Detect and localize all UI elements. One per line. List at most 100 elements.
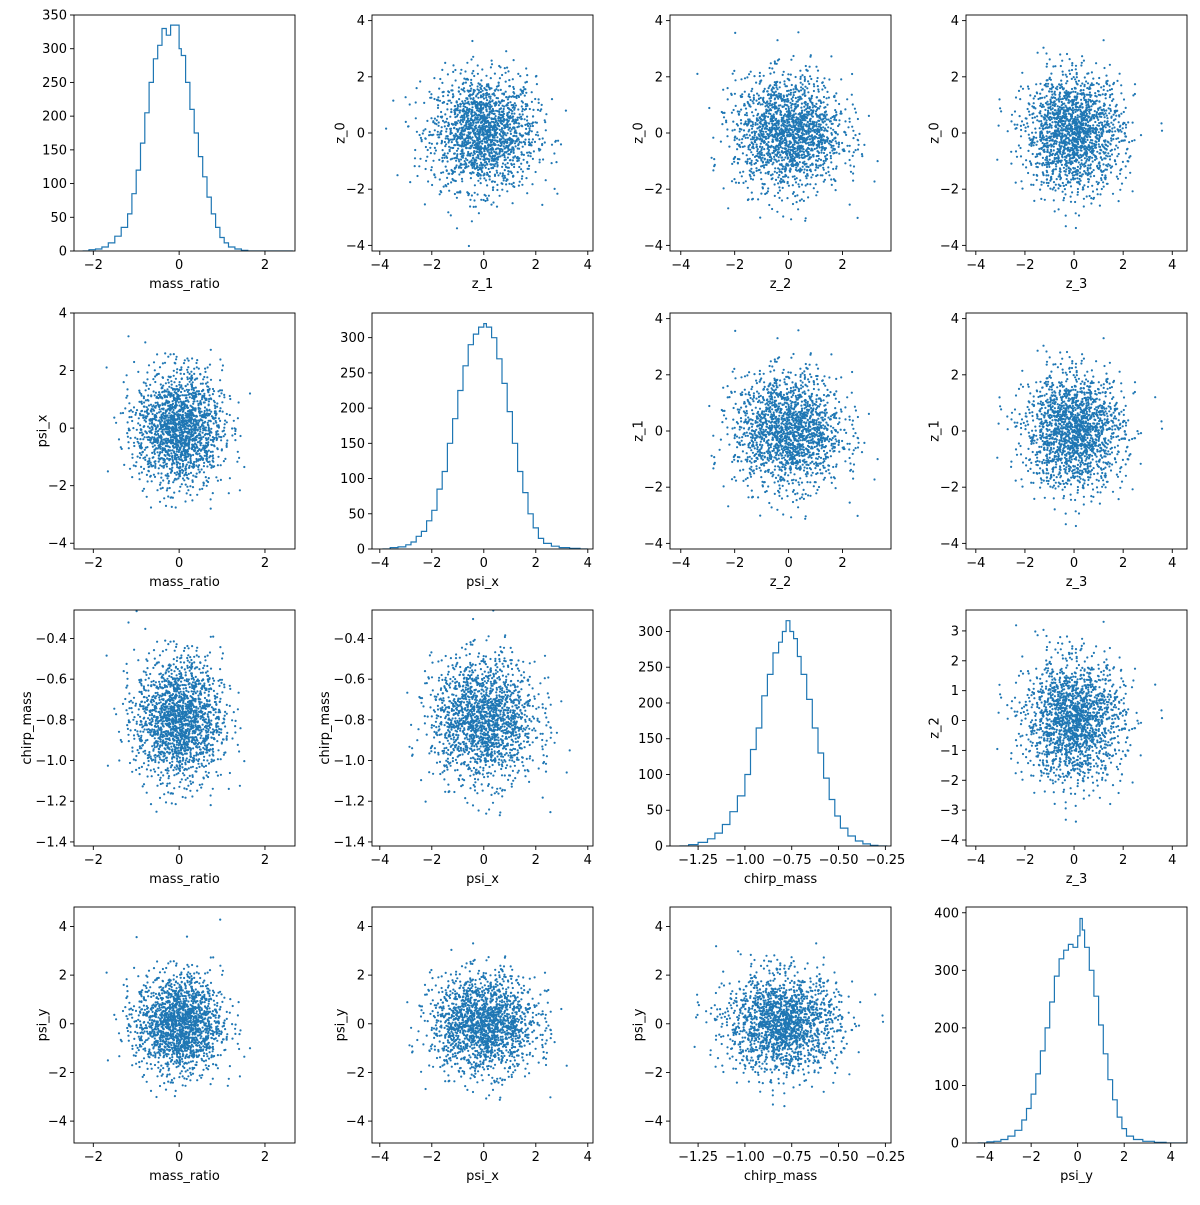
scatter-point	[795, 153, 797, 155]
scatter-point	[497, 97, 499, 99]
scatter-point	[416, 175, 418, 177]
scatter-point	[763, 154, 765, 156]
scatter-point	[461, 164, 463, 166]
scatter-point	[748, 73, 750, 75]
scatter-point	[385, 128, 387, 130]
scatter-point	[407, 125, 409, 127]
scatter-point	[830, 157, 832, 159]
scatter-point	[800, 76, 802, 78]
scatter-point	[499, 145, 501, 147]
scatter-point	[1051, 84, 1053, 86]
scatter-point	[832, 129, 834, 131]
scatter-point	[748, 148, 750, 150]
scatter-point	[458, 86, 460, 88]
scatter-point	[541, 104, 543, 106]
scatter-point	[1100, 86, 1102, 88]
scatter-point	[518, 166, 520, 168]
scatter-point	[460, 72, 462, 74]
scatter-point	[502, 131, 504, 133]
scatter-point	[1125, 126, 1127, 128]
scatter-point	[1098, 140, 1100, 142]
scatter-point	[514, 102, 516, 104]
scatter-point	[472, 162, 474, 164]
scatter-point	[757, 160, 759, 162]
scatter-point	[733, 158, 735, 160]
scatter-point	[1020, 129, 1022, 131]
scatter-point	[1035, 137, 1037, 139]
scatter-point	[495, 129, 497, 131]
scatter-point	[749, 170, 751, 172]
scatter-point	[453, 144, 455, 146]
scatter-point	[457, 148, 459, 150]
scatter-point	[473, 206, 475, 208]
scatter-point	[462, 169, 464, 171]
scatter-point	[1022, 163, 1024, 165]
scatter-point	[1088, 116, 1090, 118]
scatter-point	[749, 175, 751, 177]
scatter-point	[722, 89, 724, 91]
scatter-point	[823, 114, 825, 116]
scatter-point	[476, 88, 478, 90]
scatter-point	[740, 119, 742, 121]
scatter-point	[523, 88, 525, 90]
scatter-point	[514, 107, 516, 109]
scatter-point	[774, 195, 776, 197]
scatter-point	[492, 201, 494, 203]
scatter-point	[513, 126, 515, 128]
scatter-point	[746, 154, 748, 156]
scatter-point	[1072, 157, 1074, 159]
scatter-point	[514, 142, 516, 144]
scatter-point	[1096, 165, 1098, 167]
scatter-point	[486, 197, 488, 199]
scatter-point	[471, 106, 473, 108]
scatter-point	[1086, 136, 1088, 138]
scatter-point	[494, 157, 496, 159]
scatter-point	[761, 119, 763, 121]
scatter-point	[494, 181, 496, 183]
scatter-point	[784, 170, 786, 172]
scatter-point	[818, 158, 820, 160]
scatter-point	[492, 110, 494, 112]
scatter-point	[819, 105, 821, 107]
scatter-point	[539, 149, 541, 151]
scatter-point	[816, 109, 818, 111]
scatter-point	[786, 90, 788, 92]
scatter-point	[456, 157, 458, 159]
scatter-point	[795, 97, 797, 99]
scatter-point	[799, 119, 801, 121]
scatter-point	[768, 149, 770, 151]
scatter-point	[542, 137, 544, 139]
scatter-point	[499, 101, 501, 103]
scatter-point	[723, 116, 725, 118]
scatter-point	[491, 144, 493, 146]
scatter-point	[508, 167, 510, 169]
scatter-point	[1092, 124, 1094, 126]
scatter-point	[752, 100, 754, 102]
scatter-point	[532, 158, 534, 160]
scatter-point	[478, 173, 480, 175]
scatter-point	[784, 176, 786, 178]
scatter-point	[799, 116, 801, 118]
scatter-point	[1082, 142, 1084, 144]
scatter-point	[1114, 130, 1116, 132]
scatter-point	[810, 97, 812, 99]
scatter-point	[759, 75, 761, 77]
scatter-point	[480, 88, 482, 90]
scatter-point	[819, 116, 821, 118]
scatter-point	[1046, 171, 1048, 173]
scatter-point	[447, 183, 449, 185]
scatter-point	[458, 90, 460, 92]
scatter-point	[768, 122, 770, 124]
scatter-point	[486, 140, 488, 142]
scatter-point	[483, 165, 485, 167]
scatter-point	[519, 181, 521, 183]
scatter-point	[858, 133, 860, 135]
scatter-point	[448, 138, 450, 140]
scatter-point	[1077, 93, 1079, 95]
scatter-point	[1096, 188, 1098, 190]
scatter-point	[1068, 70, 1070, 72]
scatter-point	[789, 102, 791, 104]
scatter-point	[488, 129, 490, 131]
scatter-point	[487, 144, 489, 146]
scatter-point	[787, 150, 789, 152]
